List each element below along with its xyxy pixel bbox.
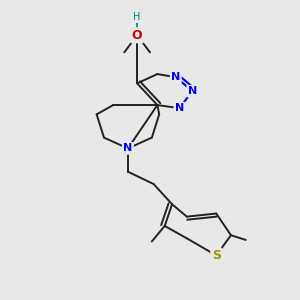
Text: O: O <box>132 29 142 42</box>
Text: N: N <box>175 103 184 113</box>
Text: N: N <box>171 72 180 82</box>
Text: H: H <box>133 12 141 22</box>
Text: S: S <box>212 249 221 262</box>
Text: H: H <box>134 12 141 22</box>
Text: N: N <box>188 86 197 96</box>
Text: N: N <box>123 143 133 154</box>
